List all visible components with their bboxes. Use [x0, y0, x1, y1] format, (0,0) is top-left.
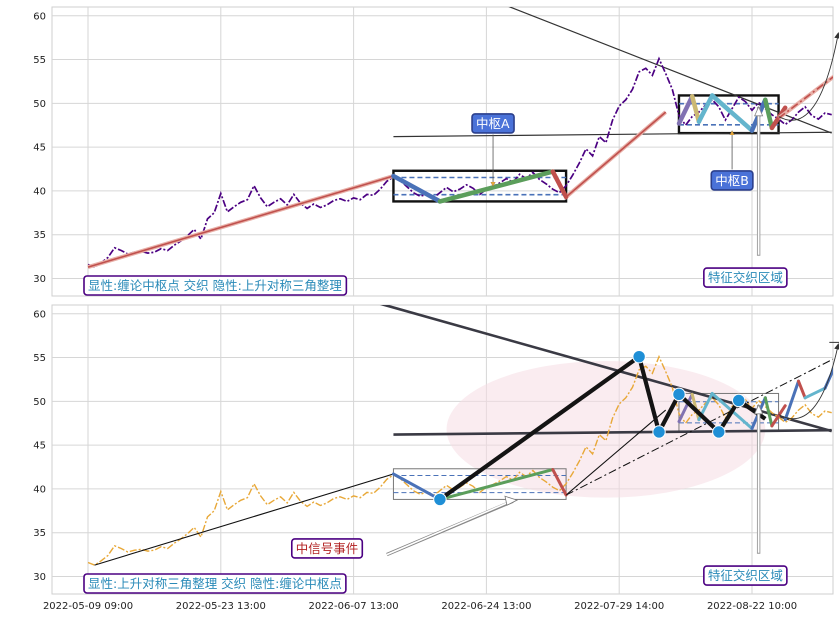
bi-stroke	[823, 366, 833, 390]
feature-arrow-head	[754, 105, 764, 117]
bi-stroke	[438, 468, 555, 501]
annotation-text: 特征交织区域	[708, 270, 783, 285]
bi-stroke	[689, 94, 702, 124]
bi-stroke	[803, 386, 827, 400]
x-tick-label: 2022-06-07 13:00	[309, 601, 399, 612]
bi-stroke	[690, 392, 701, 422]
annotation-text: 显性:上升对称三角整理 交织 隐性:缠论中枢点	[88, 576, 342, 591]
bi-stroke	[783, 379, 800, 422]
y-tick-label: 45	[33, 143, 46, 154]
y-tick-label: 30	[33, 274, 46, 285]
bi-stroke	[709, 93, 755, 133]
bottom-panel: 30 35 40 45 50 55 60 2022-05-09 09:00 2022-05-2…	[33, 304, 839, 612]
pivot-dot	[712, 425, 726, 439]
y-tick-label: 40	[33, 186, 46, 197]
y-tick-label: 35	[33, 230, 46, 241]
annotation-box	[471, 113, 515, 134]
curved-arrow	[778, 32, 839, 121]
y-tick-label: 30	[33, 572, 46, 583]
extension-halo	[777, 74, 833, 120]
bi-stroke	[391, 472, 442, 501]
bi-stroke	[797, 379, 807, 400]
bi-stroke	[770, 404, 787, 428]
x-ticks: 2022-05-09 09:00 2022-05-23 13:00 2022-06-…	[43, 601, 797, 612]
x-tick-label: 2022-05-23 13:00	[176, 601, 266, 612]
annotation-box	[290, 538, 364, 559]
top-y-ticks: 30 35 40 45 50 55 60	[33, 11, 46, 285]
y-tick-label: 60	[33, 309, 46, 320]
annotation-text: 特征交织区域	[708, 568, 783, 583]
annotation-text: 中信号事件	[296, 541, 359, 556]
annotation-text: 中枢A	[476, 116, 510, 131]
feature-arrow-head	[754, 403, 764, 415]
y-tick-label: 50	[33, 397, 46, 408]
annotation-text: 中枢B	[715, 173, 749, 188]
bi-stroke	[763, 97, 775, 131]
bottom-y-ticks: 30 35 40 45 50 55 60	[33, 309, 46, 583]
bi-stroke	[391, 173, 443, 204]
curved-arrow	[778, 343, 839, 420]
top-content	[87, 7, 833, 270]
annotation-box	[703, 565, 788, 586]
hollow-arrow-head	[504, 495, 519, 506]
bi-stroke	[550, 169, 569, 200]
x-tick-label: 2022-07-29 14:00	[574, 601, 664, 612]
pivot-dot	[672, 387, 686, 402]
y-tick-label: 55	[33, 55, 46, 66]
pivot-dot	[652, 425, 666, 439]
pivot-dot	[433, 492, 447, 507]
bi-stroke	[696, 93, 715, 124]
y-tick-label: 40	[33, 484, 46, 495]
x-tick-label: 2022-06-24 13:00	[441, 601, 531, 612]
trend-line	[508, 7, 832, 134]
annotation-box	[83, 573, 347, 594]
bi-stroke	[437, 169, 556, 204]
annotation-box	[710, 170, 754, 191]
y-tick-label: 55	[33, 353, 46, 364]
y-tick-label: 60	[33, 11, 46, 22]
annotation-text: 显性:缠论中枢点 交织 隐性:上升对称三角整理	[88, 278, 342, 293]
bi-stroke	[763, 396, 774, 428]
annotation-box	[703, 267, 788, 288]
pivot-dot	[732, 393, 746, 408]
bi-stroke	[551, 468, 568, 497]
pivot-dot	[632, 349, 646, 364]
bi-stroke	[676, 94, 695, 126]
bi-stroke	[677, 392, 694, 423]
annotation-box	[83, 275, 348, 296]
y-tick-label: 50	[33, 99, 46, 110]
bottom-content	[87, 305, 833, 566]
hollow-arrow-inner	[386, 501, 510, 556]
x-tick-label: 2022-08-22 10:00	[707, 601, 797, 612]
y-tick-label: 35	[33, 528, 46, 539]
top-plot-area	[51, 6, 834, 297]
y-tick-label: 45	[33, 441, 46, 452]
x-tick-label: 2022-05-09 09:00	[43, 601, 133, 612]
